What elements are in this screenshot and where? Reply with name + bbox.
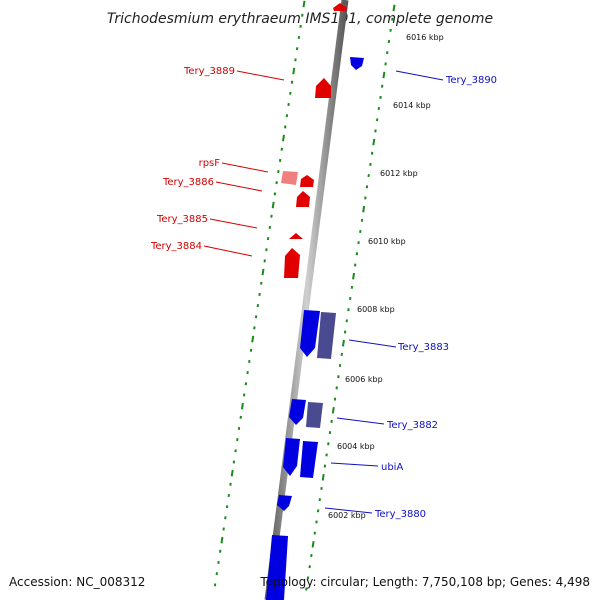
track-major-tick — [352, 272, 355, 280]
kbp-label: 6004 kbp — [337, 442, 375, 451]
gene-bottom-partial[interactable] — [266, 535, 288, 600]
track-minor-tick — [222, 527, 225, 531]
gene-tery-3886[interactable] — [300, 175, 314, 187]
leader-line — [336, 417, 385, 425]
track-major-tick — [271, 201, 275, 209]
track-major-tick — [372, 138, 376, 146]
leader-line — [348, 339, 397, 348]
track-minor-tick — [340, 352, 343, 356]
gene-tery-3883-a[interactable] — [300, 310, 320, 357]
gene-tery-3883-b[interactable] — [317, 312, 336, 359]
gene-label-tery-3886[interactable]: Tery_3886 — [162, 177, 214, 188]
kbp-label: 6008 kbp — [357, 305, 395, 314]
track-major-tick — [282, 134, 285, 142]
track-minor-tick — [386, 51, 389, 55]
leader-line — [203, 245, 253, 257]
track-minor-tick — [387, 39, 391, 44]
track-minor-tick — [224, 516, 227, 520]
accession-text: Accession: NC_008312 — [9, 575, 145, 589]
gene-label-rpsf[interactable]: rpsF — [199, 158, 221, 169]
inner-track — [213, 0, 306, 587]
gene-tery-3882-b[interactable] — [306, 402, 323, 428]
gene-label-tery-3884[interactable]: Tery_3884 — [150, 241, 202, 252]
gene-ubia-a[interactable] — [283, 438, 300, 476]
gene-label-tery-3880[interactable]: Tery_3880 — [374, 509, 426, 520]
leader-line — [221, 162, 269, 173]
track-major-tick — [311, 541, 315, 548]
topology-text: Topology: circular; Length: 7,750,108 bp… — [259, 575, 590, 589]
right-gene-labels: Tery_3890 Tery_3883 Tery_3882 ubiA Tery_… — [324, 70, 497, 520]
kbp-label: 6006 kbp — [345, 375, 383, 384]
track-minor-tick — [239, 415, 242, 419]
genome-backbone — [264, 0, 349, 600]
gene-ubia-b[interactable] — [300, 441, 318, 478]
kbp-label: 6002 kbp — [328, 511, 366, 520]
gene-label-tery-3882[interactable]: Tery_3882 — [386, 420, 438, 431]
kbp-label: 6012 kbp — [380, 169, 418, 178]
forward-genes — [281, 3, 347, 278]
gene-label-ubia[interactable]: ubiA — [381, 462, 403, 473]
gene-tery-3884[interactable] — [284, 248, 300, 278]
gene-label-tery-3885[interactable]: Tery_3885 — [156, 214, 208, 225]
track-major-tick — [392, 4, 396, 12]
reverse-genes — [266, 57, 364, 600]
gene-tery-3882-a[interactable] — [289, 399, 306, 425]
track-minor-tick — [328, 431, 332, 435]
leader-line — [330, 462, 379, 467]
track-minor-tick — [295, 47, 299, 51]
track-minor-tick — [364, 196, 367, 200]
leader-line — [209, 218, 258, 229]
track-minor-tick — [242, 393, 246, 397]
track-major-tick — [382, 71, 386, 79]
leader-line — [324, 507, 373, 514]
track-major-tick — [362, 205, 366, 213]
kbp-label: 6010 kbp — [368, 237, 406, 246]
track-major-tick — [241, 402, 244, 410]
track-major-tick — [331, 406, 335, 414]
kbp-label: 6014 kbp — [393, 101, 431, 110]
leader-line — [236, 70, 285, 81]
track-major-tick — [342, 339, 345, 347]
genome-title: Trichodesmium erythraeum IMS101, complet… — [107, 11, 493, 27]
gene-tery-3880[interactable] — [277, 495, 292, 511]
track-minor-tick — [258, 292, 261, 296]
gene-label-tery-3890[interactable]: Tery_3890 — [445, 75, 497, 86]
track-major-tick — [251, 335, 255, 343]
track-minor-tick — [260, 281, 263, 285]
track-minor-tick — [277, 170, 280, 174]
track-minor-tick — [294, 58, 297, 62]
track-major-tick — [302, 0, 306, 8]
outer-track — [305, 4, 396, 591]
gene-label-tery-3883[interactable]: Tery_3883 — [397, 342, 449, 353]
gene-tery-3885[interactable] — [296, 191, 310, 207]
gene-tery-3889[interactable] — [315, 78, 331, 98]
kbp-labels: 6016 kbp 6014 kbp 6012 kbp 6010 kbp 6008… — [328, 33, 444, 520]
track-major-tick — [261, 268, 265, 276]
left-gene-labels: Tery_3889 rpsF Tery_3886 Tery_3885 Tery_… — [150, 66, 285, 257]
track-minor-tick — [375, 118, 379, 122]
track-minor-tick — [256, 304, 260, 308]
track-major-tick — [230, 469, 234, 477]
kbp-label: 6016 kbp — [406, 33, 444, 42]
gene-top-partial[interactable] — [333, 3, 347, 11]
gene-small-fwd[interactable] — [289, 233, 303, 239]
gene-label-tery-3889[interactable]: Tery_3889 — [183, 66, 235, 77]
track-major-tick — [292, 67, 296, 75]
track-minor-tick — [275, 181, 278, 185]
track-major-tick — [321, 473, 325, 481]
track-minor-tick — [316, 509, 320, 513]
leader-line — [395, 70, 444, 81]
gene-rpsf[interactable] — [281, 171, 298, 185]
track-minor-tick — [305, 587, 308, 591]
gene-tery-3890[interactable] — [350, 57, 364, 70]
leader-line — [215, 181, 263, 192]
track-major-tick — [220, 536, 224, 544]
